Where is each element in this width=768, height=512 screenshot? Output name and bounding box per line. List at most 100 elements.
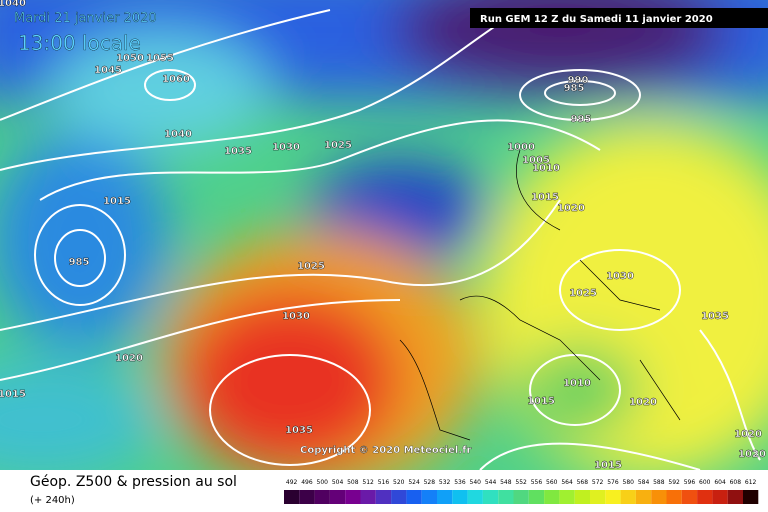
scale-label: 532 [439, 479, 451, 486]
scale-label: 568 [577, 479, 589, 486]
scale-label: 536 [454, 479, 466, 486]
scale-swatch [467, 490, 483, 504]
lead-time: (+ 240h) [30, 495, 75, 506]
scale-label: 520 [393, 479, 405, 486]
isobar-label: 990 [568, 75, 589, 86]
scale-swatch [681, 490, 698, 504]
isobar-label: 1040 [164, 129, 192, 140]
scale-label: 592 [668, 479, 680, 486]
scale-label: 608 [730, 479, 742, 486]
copyright: Copyright © 2020 Meteociel.fr [300, 445, 471, 456]
scale-label: 500 [317, 479, 329, 486]
scale-swatch [513, 490, 529, 504]
scale-swatch [452, 490, 468, 504]
scale-swatch [498, 490, 514, 504]
scale-swatch [421, 490, 437, 504]
scale-swatch [605, 490, 621, 504]
scale-label: 552 [515, 479, 527, 486]
scale-swatch [635, 490, 652, 504]
scale-label: 612 [745, 479, 757, 486]
scale-label: 576 [607, 479, 619, 486]
isobar-label: 1005 [522, 155, 550, 166]
isobar-label: 1015 [0, 389, 26, 400]
scale-swatch [284, 490, 300, 504]
scale-swatch [406, 490, 422, 504]
isobar-label: 1015 [594, 460, 622, 471]
scale-label: 516 [378, 479, 390, 486]
local-time: 13:00 locale [18, 31, 141, 55]
isobar-label: 1000 [507, 142, 535, 153]
isobar-label: 1025 [297, 261, 325, 272]
scale-swatch [743, 490, 759, 504]
isobar-label: 1055 [146, 53, 174, 64]
scale-swatch [651, 490, 667, 504]
valid-date: Mardi 21 janvier 2020 [14, 11, 157, 26]
scale-label: 584 [638, 479, 650, 486]
scale-label: 600 [699, 479, 711, 486]
scale-label: 504 [332, 479, 344, 486]
scale-label: 604 [714, 479, 726, 486]
run-banner [470, 8, 768, 28]
scale-label: 564 [561, 479, 573, 486]
scale-swatch [329, 490, 346, 504]
scale-swatch [574, 490, 590, 504]
isobar-label: 1035 [285, 425, 313, 436]
run-info: Run GEM 12 Z du Samedi 11 janvier 2020 [480, 14, 713, 25]
product-title: Géop. Z500 & pression au sol [30, 474, 237, 490]
scale-label: 508 [347, 479, 359, 486]
isobar-label: 1025 [324, 140, 352, 151]
isobar-label: 1030 [282, 311, 310, 322]
scale-label: 588 [653, 479, 665, 486]
scale-swatch [360, 490, 376, 504]
isobar-label: 1010 [563, 378, 591, 389]
scale-swatch [345, 490, 361, 504]
scale-label: 512 [362, 479, 374, 486]
scale-swatch [482, 490, 499, 504]
isobars [0, 9, 761, 471]
isobar-label: 1035 [701, 311, 729, 322]
scale-swatch [375, 490, 392, 504]
color-scale: 492 496 500 504 508 512 516 520 524 528 532 536 540 5… [284, 479, 759, 504]
scale-label: 528 [424, 479, 436, 486]
isobar-label: 1020 [115, 353, 143, 364]
scale-swatch [299, 490, 315, 504]
scale-label: 596 [684, 479, 696, 486]
scale-label: 496 [301, 479, 313, 486]
scale-swatch [727, 490, 743, 504]
isobar-label: 1020 [557, 203, 585, 214]
scale-label: 572 [592, 479, 604, 486]
isobar-label: 1035 [224, 146, 252, 157]
scale-swatch [697, 490, 713, 504]
isobar-label: 995 [571, 114, 592, 125]
scale-label: 556 [531, 479, 543, 486]
scale-swatch [437, 490, 453, 504]
scale-swatch [712, 490, 728, 504]
isobar-label: 1010 [532, 163, 560, 174]
scale-label: 492 [286, 479, 298, 486]
isobar-label: 985 [69, 257, 90, 268]
scale-swatch [559, 490, 575, 504]
scale-swatch [590, 490, 606, 504]
isobar-label: 1020 [738, 449, 766, 460]
isobar-label: 1030 [606, 271, 634, 282]
isobar-label: 985 [564, 83, 585, 94]
scale-swatch [620, 490, 636, 504]
scale-label: 580 [623, 479, 635, 486]
isobar-label: 1030 [272, 142, 300, 153]
coastlines [399, 149, 681, 441]
isobar-label: 1015 [527, 396, 555, 407]
scale-label: 544 [485, 479, 497, 486]
isobar-label: 1060 [162, 74, 190, 85]
scale-label: 548 [500, 479, 512, 486]
isobar-label: 1050 [116, 53, 144, 64]
scale-swatch [528, 490, 545, 504]
isobar-label: 1025 [569, 288, 597, 299]
scale-swatch [544, 490, 560, 504]
scale-swatch [314, 490, 330, 504]
isobar-label: 1015 [531, 192, 559, 203]
scale-swatch [666, 490, 682, 504]
scale-label: 524 [408, 479, 420, 486]
scale-swatch [391, 490, 407, 504]
